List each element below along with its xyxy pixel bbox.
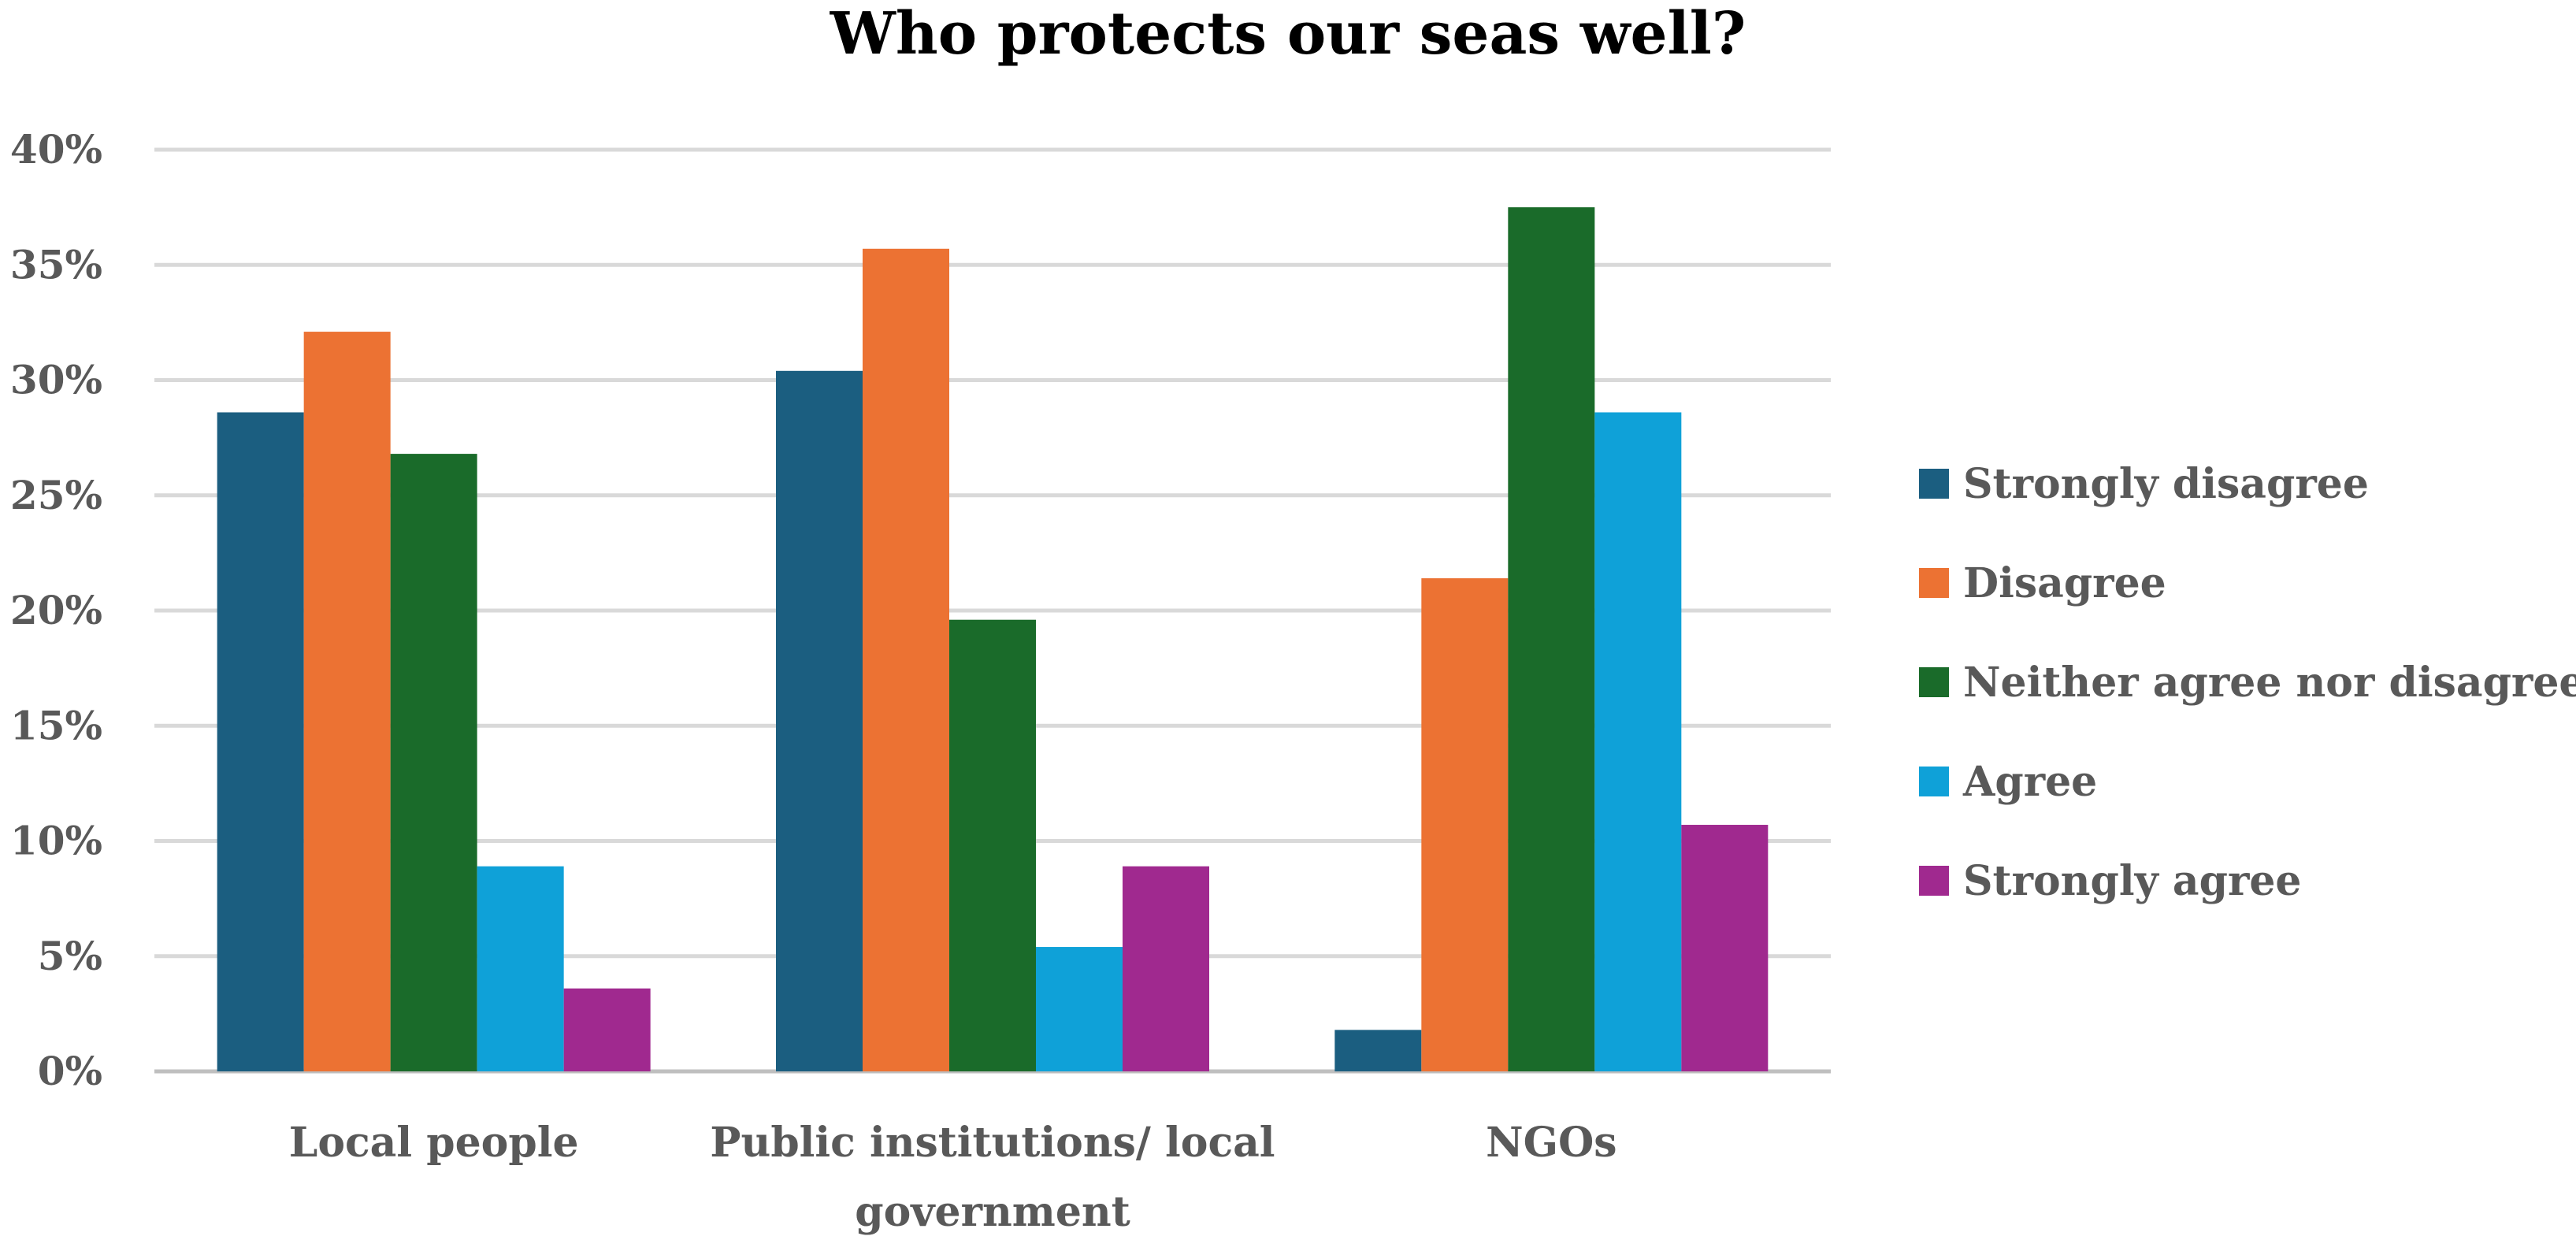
x-tick-label: Local people: [289, 1119, 579, 1167]
legend-swatch: [1919, 667, 1949, 697]
bar: [776, 370, 863, 1071]
legend-swatch: [1919, 568, 1949, 598]
legend: Strongly disagree Disagree Neither agree n…: [1919, 460, 2576, 905]
bar: [1334, 1030, 1422, 1071]
legend-label: Disagree: [1963, 559, 2166, 607]
legend-label: Neither agree nor disagree: [1963, 659, 2576, 707]
legend-label: Strongly disagree: [1963, 460, 2369, 508]
x-tick-label: NGOs: [1486, 1119, 1617, 1167]
y-tick-label: 15%: [10, 702, 102, 748]
chart-title: Who protects our seas well?: [830, 0, 1746, 68]
y-tick-label: 5%: [38, 933, 102, 979]
x-tick-label-line: NGOs: [1486, 1119, 1617, 1167]
bar: [1508, 207, 1595, 1071]
bar: [1594, 412, 1682, 1071]
legend-label: Strongly agree: [1963, 857, 2302, 905]
bar: [303, 332, 391, 1071]
y-tick-label: 40%: [10, 126, 102, 173]
y-tick-label: 10%: [10, 818, 102, 864]
y-tick-label: 25%: [10, 472, 102, 518]
bar: [949, 619, 1036, 1071]
x-tick-label: Public institutions/ local government: [710, 1119, 1275, 1236]
legend-swatch: [1919, 866, 1949, 896]
bar: [1036, 947, 1123, 1071]
y-tick-label: 0%: [38, 1048, 102, 1094]
bar: [477, 866, 564, 1071]
bar: [1681, 825, 1769, 1071]
y-tick-label: 35%: [10, 241, 102, 288]
bar: [1123, 866, 1209, 1071]
x-tick-label-line: Local people: [289, 1119, 579, 1167]
legend-label: Agree: [1962, 758, 2097, 806]
x-tick-label-line: Public institutions/ local: [710, 1119, 1275, 1167]
x-axis: Local people Public institutions/ local go…: [289, 1119, 1617, 1236]
legend-swatch: [1919, 767, 1949, 796]
x-tick-label-line: government: [855, 1188, 1130, 1236]
bars: [217, 207, 1769, 1071]
bar: [863, 248, 949, 1071]
bar: [563, 988, 651, 1071]
y-tick-label: 20%: [10, 587, 102, 633]
bar: [217, 412, 304, 1071]
bar: [390, 454, 477, 1071]
bar: [1421, 578, 1509, 1071]
y-axis: 0% 5% 10% 15% 20% 25% 30% 35% 40%: [10, 126, 102, 1094]
y-tick-label: 30%: [10, 357, 102, 403]
legend-swatch: [1919, 469, 1949, 499]
